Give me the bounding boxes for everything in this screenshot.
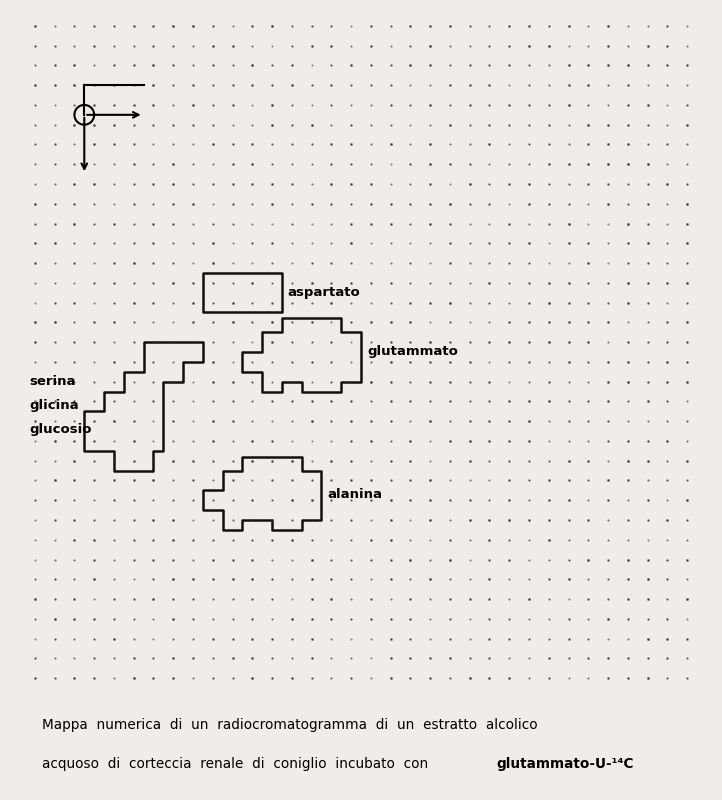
Text: glicina: glicina [29, 399, 79, 412]
Text: glucosio: glucosio [29, 422, 92, 435]
Text: aspartato: aspartato [288, 286, 360, 299]
Text: serina: serina [29, 375, 76, 388]
Text: alanina: alanina [327, 488, 383, 501]
Text: glutammato-U-¹⁴C: glutammato-U-¹⁴C [496, 757, 633, 770]
Text: Mappa  numerica  di  un  radiocromatogramma  di  un  estratto  alcolico: Mappa numerica di un radiocromatogramma … [42, 718, 538, 732]
Text: glutammato: glutammato [367, 346, 458, 358]
Text: acquoso  di  corteccia  renale  di  coniglio  incubato  con: acquoso di corteccia renale di coniglio … [42, 757, 432, 770]
